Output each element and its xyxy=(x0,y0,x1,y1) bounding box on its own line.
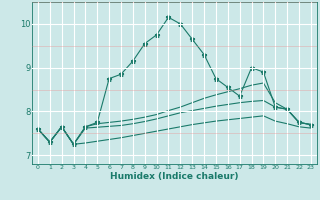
X-axis label: Humidex (Indice chaleur): Humidex (Indice chaleur) xyxy=(110,172,239,181)
